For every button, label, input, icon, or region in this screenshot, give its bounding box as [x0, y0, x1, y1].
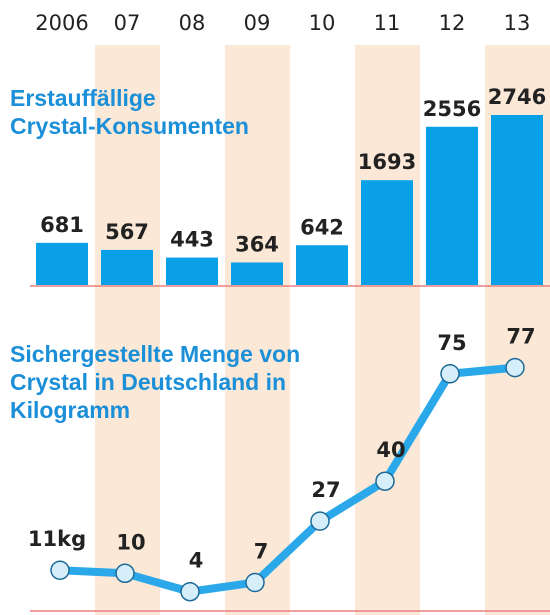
value-label: 77 [506, 325, 535, 349]
value-label: 4 [189, 549, 204, 573]
bar [101, 249, 153, 285]
point [245, 572, 265, 593]
point [180, 581, 200, 602]
point [310, 511, 330, 531]
x-tick-label: 08 [179, 11, 206, 35]
value-label: 10 [116, 530, 145, 554]
value-label: 27 [311, 478, 340, 502]
bar [426, 126, 478, 285]
chart-title: Sichergestellte Menge von Crystal in Deu… [10, 341, 301, 423]
point [440, 364, 460, 384]
value-label: 75 [437, 331, 466, 355]
x-tick-label: 10 [309, 11, 336, 35]
value-label: 7 [254, 540, 269, 564]
x-tick-label: 13 [504, 11, 531, 35]
line [59, 363, 516, 596]
point [505, 357, 525, 378]
x-tick-label: 2006 [35, 11, 88, 35]
x-tick-label: 11 [374, 11, 401, 35]
value-label: 567 [105, 220, 149, 244]
point [50, 560, 70, 580]
x-tick-label: 09 [244, 11, 271, 35]
value-label: 681 [40, 213, 84, 237]
bar [296, 245, 348, 285]
x-tick-label: 07 [114, 11, 141, 35]
bar [361, 180, 413, 285]
point [115, 563, 135, 584]
value-label: 2746 [488, 85, 546, 109]
x-tick-label: 12 [439, 11, 466, 35]
bar [36, 242, 88, 285]
value-label: 1693 [358, 150, 416, 174]
value-label: 40 [376, 438, 405, 462]
value-label: 364 [235, 232, 279, 256]
bar [231, 262, 283, 285]
bar [166, 257, 218, 285]
point [375, 471, 395, 491]
value-label: 443 [170, 228, 214, 252]
value-label: 11kg [28, 527, 86, 551]
bar [491, 115, 543, 285]
value-label: 642 [300, 215, 344, 239]
value-label: 2556 [423, 97, 481, 121]
chart-title: Erstauffällige Crystal-Konsumenten [10, 85, 249, 139]
